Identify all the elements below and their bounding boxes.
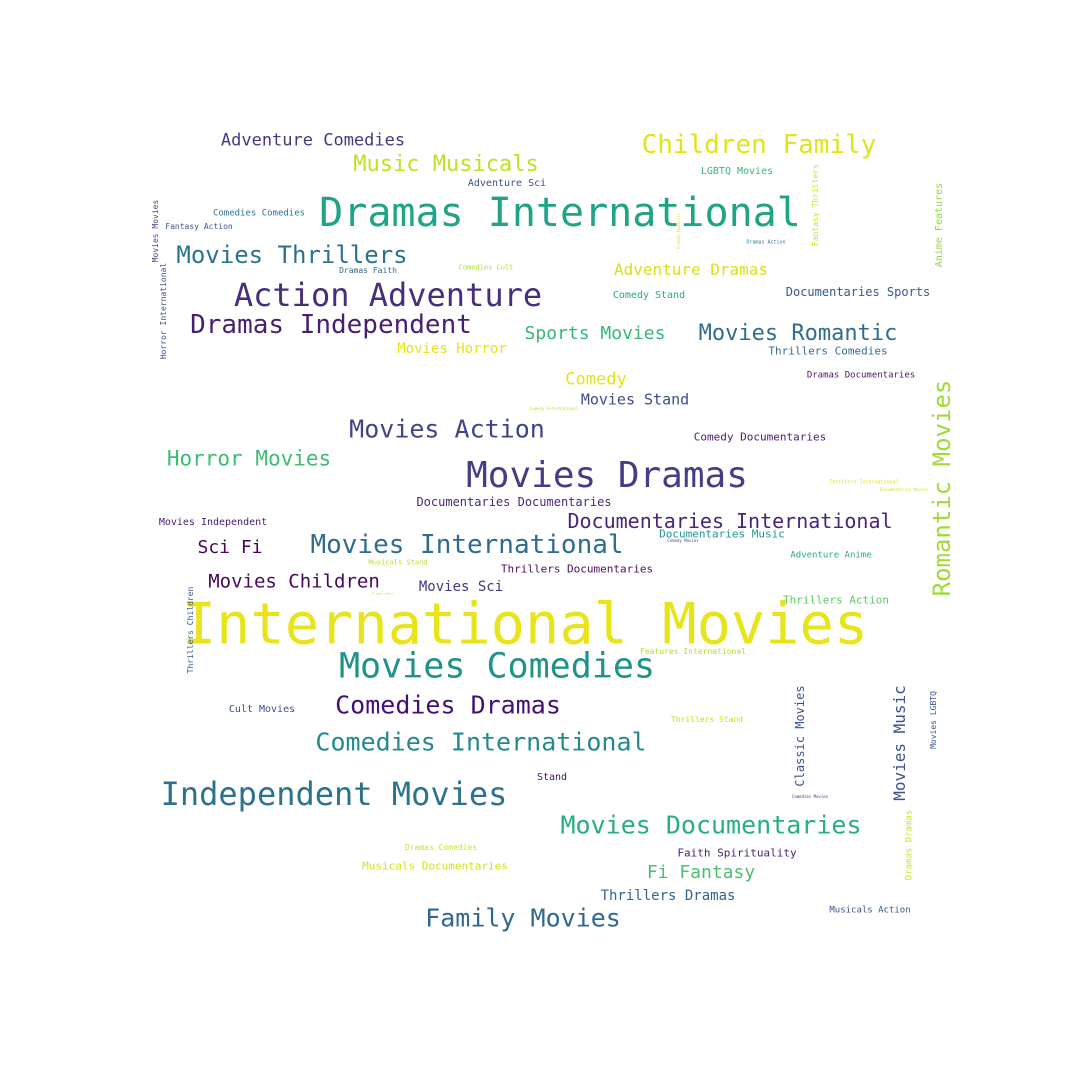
word-movies-comedies: Movies Comedies — [338, 646, 656, 687]
word-movies-dramas: Movies Dramas — [466, 455, 748, 496]
word-documentaries-music: Documentaries Music — [659, 527, 785, 541]
word-movies-action: Movies Action — [349, 414, 545, 444]
word-movies-children: Movies Children — [208, 570, 380, 593]
word-children-family: Children Family — [641, 130, 877, 160]
word-musicals-documentaries: Musicals Documentaries — [362, 859, 508, 873]
word-adventure-anime: Adventure Anime — [790, 550, 872, 561]
word-movies-lgbtq: Movies LGBTQ — [929, 691, 938, 749]
word-horror-international: Horror International — [159, 262, 168, 360]
word-comedies-movies: Comedies Movies — [791, 794, 829, 799]
word-documentaries-international: Documentaries International — [567, 509, 893, 533]
word-features-international: Features International — [640, 647, 746, 656]
word-comedy-international: Comedy International — [529, 406, 579, 411]
word-movies-music: Movies Music — [890, 685, 909, 801]
word-anime-features: Anime Features — [934, 182, 945, 268]
word-documentaries-movies: Documentaries Movies — [879, 487, 929, 492]
word-dramas-action: Dramas Action — [746, 239, 786, 246]
word-movies-stand: Movies Stand — [580, 390, 690, 409]
word-classic-movies: Classic Movies — [793, 685, 807, 787]
word-fantasy-thrillers: Fantasy Thrillers — [811, 164, 820, 246]
word-dramas-faith: Dramas Faith — [339, 266, 397, 275]
word-dramas-comedies: Dramas Comedies — [404, 843, 478, 852]
word-comedy-movies: Comedy Movies — [667, 538, 699, 543]
word-independent-movies: Independent Movies — [160, 775, 508, 813]
word-dramas-international: Dramas International — [319, 190, 801, 236]
word-romantic-movies: Romantic Movies — [928, 379, 956, 597]
word-sci-fi: Sci Fi — [197, 537, 263, 558]
word-dramas-independent: Dramas Independent — [190, 310, 472, 340]
word-musicals-stand: Musicals Stand — [368, 558, 428, 567]
word-horror-movies: Horror Movies — [166, 446, 332, 471]
word-movies-documentaries: Movies Documentaries — [560, 810, 862, 840]
word-documentaries-documentaries: Documentaries Documentaries — [416, 495, 612, 509]
word-movies-sci: Movies Sci — [418, 579, 504, 595]
word-movies-movies: Movies Movies — [151, 199, 160, 263]
word-dramas-stand: Dramas Stand — [372, 591, 394, 596]
word-movies-romantic: Movies Romantic — [698, 321, 898, 346]
word-thrillers-action: Thrillers Action — [783, 593, 889, 607]
word-thrillers-children: Thrillers Children — [186, 586, 195, 674]
word-comedies-dramas: Comedies Dramas — [335, 690, 561, 720]
word-thrillers-dramas: Thrillers Dramas — [600, 888, 736, 904]
word-movies-horror: Movies Horror — [397, 341, 507, 357]
word-dramas-romantic: Dramas Romantic — [676, 212, 681, 250]
word-faith-spirituality: Faith Spirituality — [677, 846, 797, 860]
word-dramas-documentaries: Dramas Documentaries — [806, 370, 916, 381]
word-family-movies: Family Movies — [425, 903, 621, 933]
word-thrillers-comedies: Thrillers Comedies — [768, 344, 888, 358]
word-thrillers-stand: Thrillers Stand — [670, 715, 744, 724]
word-music-musicals: Music Musicals — [353, 152, 539, 177]
word-stand: Stand — [536, 772, 568, 783]
word-movies-thrillers: Movies Thrillers — [176, 241, 408, 269]
word-fantasy-action: Fantasy Action — [165, 222, 233, 231]
word-movies-international: Movies International — [310, 530, 624, 560]
word-adventure-comedies: Adventure Comedies — [220, 130, 406, 151]
word-lgbtq-movies: LGBTQ Movies — [700, 166, 774, 177]
word-cult-movies: Cult Movies — [228, 704, 296, 715]
word-comedy-stand: Comedy Stand — [612, 290, 686, 301]
word-documentaries-sports: Documentaries Sports — [785, 285, 931, 299]
word-musicals-action: Musicals Action — [829, 905, 911, 916]
word-dramas-dramas: Dramas Dramas — [904, 809, 915, 881]
word-action-adventure: Action Adventure — [233, 276, 543, 314]
word-fi-fantasy: Fi Fantasy — [646, 862, 756, 883]
word-sports-movies: Sports Movies — [524, 323, 666, 344]
word-comedy: Comedy — [565, 369, 627, 390]
word-international-movies: International Movies — [181, 591, 869, 658]
word-thrillers-international: Thrillers International — [829, 479, 899, 486]
word-adventure-dramas: Adventure Dramas — [613, 260, 769, 279]
word-comedies-international: Comedies International — [315, 727, 647, 757]
word-adventure-sci: Adventure Sci — [467, 178, 547, 189]
word-movies-independent: Movies Independent — [158, 517, 268, 528]
word-comedies-cult: Comedies Cult — [458, 263, 514, 272]
word-comedy-documentaries: Comedy Documentaries — [693, 430, 827, 444]
word-comedies-comedies: Comedies Comedies — [212, 208, 306, 219]
word-thrillers-documentaries: Thrillers Documentaries — [500, 562, 654, 576]
